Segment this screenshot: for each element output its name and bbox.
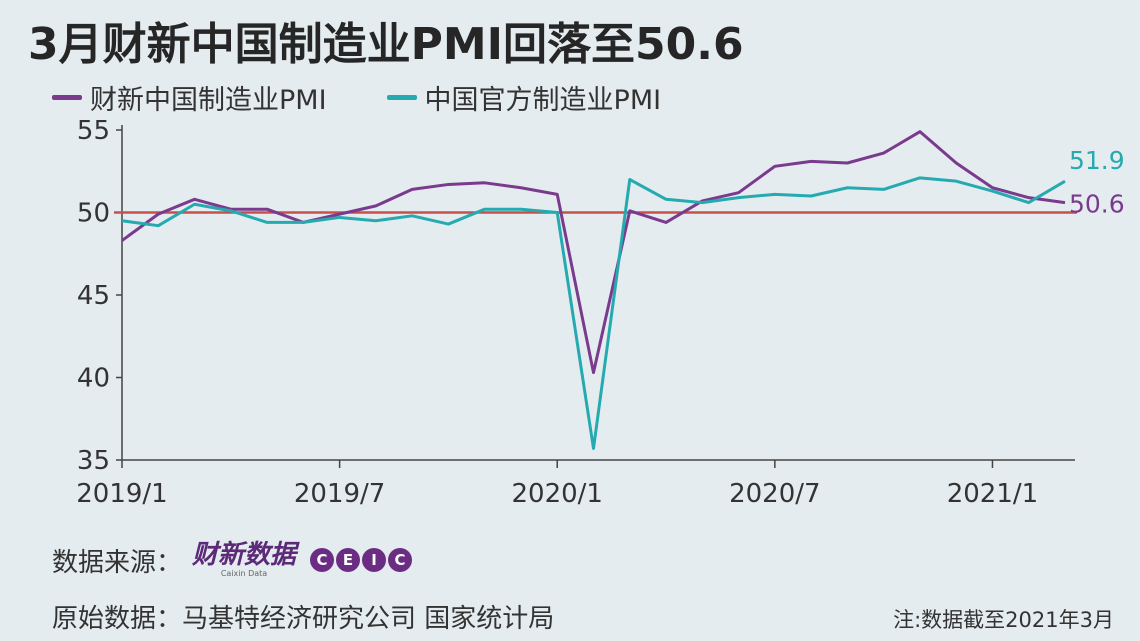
y-tick-label: 45 (77, 281, 110, 311)
x-tick-label: 2021/1 (947, 479, 1038, 509)
caixin-logo-subtext: Caixin Data (220, 569, 268, 578)
series-line-caixin (121, 130, 1066, 375)
y-tick-label: 50 (77, 199, 110, 229)
x-tick-label: 2019/7 (294, 479, 385, 509)
series-line-official (121, 176, 1066, 450)
x-tick-label: 2020/1 (511, 479, 602, 509)
footer-original: 原始数据： 马基特经济研究公司 国家统计局 (52, 596, 554, 636)
legend-item-caixin: 财新中国制造业PMI (52, 78, 327, 117)
legend: 财新中国制造业PMI 中国官方制造业PMI (52, 78, 661, 116)
source-label: 数据来源： (52, 547, 183, 578)
y-tick-label: 35 (77, 446, 110, 476)
caixin-data-logo: 财新数据 Caixin Data (192, 542, 296, 578)
y-tick-label: 55 (77, 116, 110, 146)
data-label-end: 51.9 (1069, 146, 1125, 175)
legend-label-caixin: 财新中国制造业PMI (90, 84, 327, 116)
y-tick-label: 40 (77, 364, 110, 394)
ceic-logo: C E I C (310, 548, 413, 572)
footer-source: 数据来源： 财新数据 Caixin Data C E I C (52, 540, 413, 580)
legend-swatch-official (386, 94, 417, 100)
x-tick-label: 2019/1 (76, 479, 167, 509)
caixin-logo-text: 财新数据 (192, 540, 297, 570)
ceic-logo-letter: C (310, 548, 335, 572)
data-label-end: 50.6 (1069, 190, 1125, 219)
ceic-logo-letter: C (388, 548, 413, 572)
legend-swatch-caixin (52, 94, 82, 100)
pmi-line-chart: 35 40 45 50 55 2019/1 2019/7 2020/1 2020/7 2021/1… (76, 116, 1125, 509)
ceic-logo-letter: I (362, 548, 387, 572)
chart-title: 3月财新中国制造业PMI回落至50.6 (28, 19, 744, 70)
ceic-logo-letter: E (336, 548, 361, 572)
legend-item-official: 中国官方制造业PMI (386, 78, 662, 117)
original-label: 原始数据： (52, 603, 183, 634)
original-sources: 马基特经济研究公司 国家统计局 (182, 603, 555, 634)
footer-note: 注:数据截至2021年3月 (893, 608, 1114, 632)
x-tick-label: 2020/7 (729, 479, 820, 509)
legend-label-official: 中国官方制造业PMI (424, 84, 662, 116)
